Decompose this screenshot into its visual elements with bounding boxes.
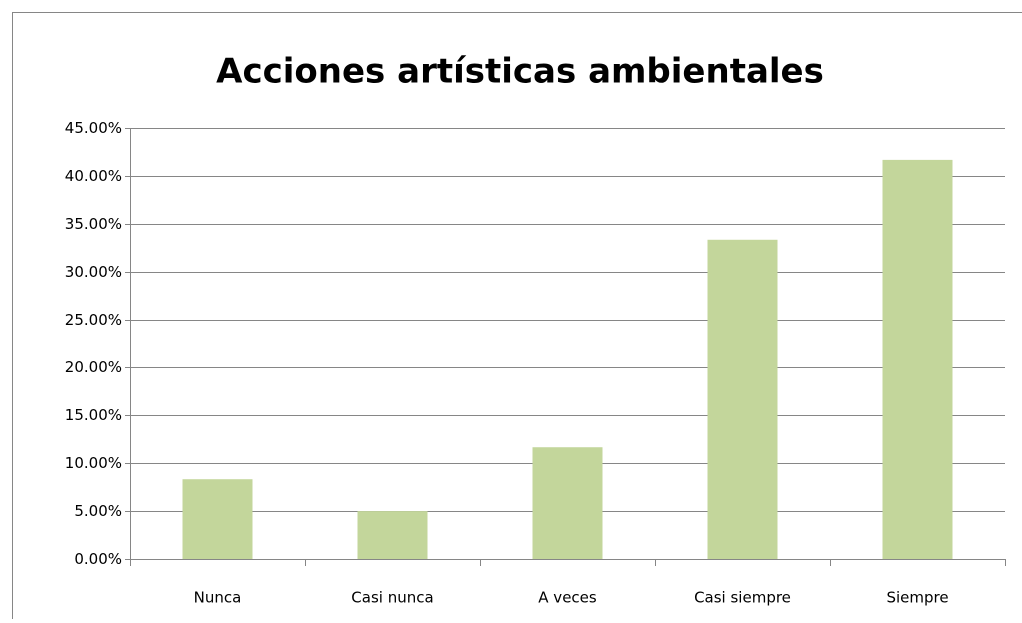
x-tick-label: Casi siempre [694,589,791,607]
y-tick-label: 0.00% [74,550,122,568]
y-tick-label: 40.00% [65,167,122,185]
x-tick-label: Siempre [886,589,948,607]
y-tick-label: 30.00% [65,263,122,281]
y-tick-label: 45.00% [65,119,122,137]
bar [883,160,953,559]
chart-border [13,13,1022,620]
bar [533,447,603,559]
y-tick-label: 20.00% [65,358,122,376]
bar [183,479,253,559]
bar [358,511,428,559]
x-tick-label: Casi nunca [351,589,433,607]
y-tick-label: 35.00% [65,215,122,233]
chart-title: Acciones artísticas ambientales [216,52,824,92]
x-tick-label: A veces [538,589,597,607]
bar [708,240,778,559]
y-tick-label: 10.00% [65,454,122,472]
y-tick-label: 15.00% [65,406,122,424]
y-tick-label: 25.00% [65,311,122,329]
x-tick-label: Nunca [194,589,242,607]
y-tick-label: 5.00% [74,502,122,520]
